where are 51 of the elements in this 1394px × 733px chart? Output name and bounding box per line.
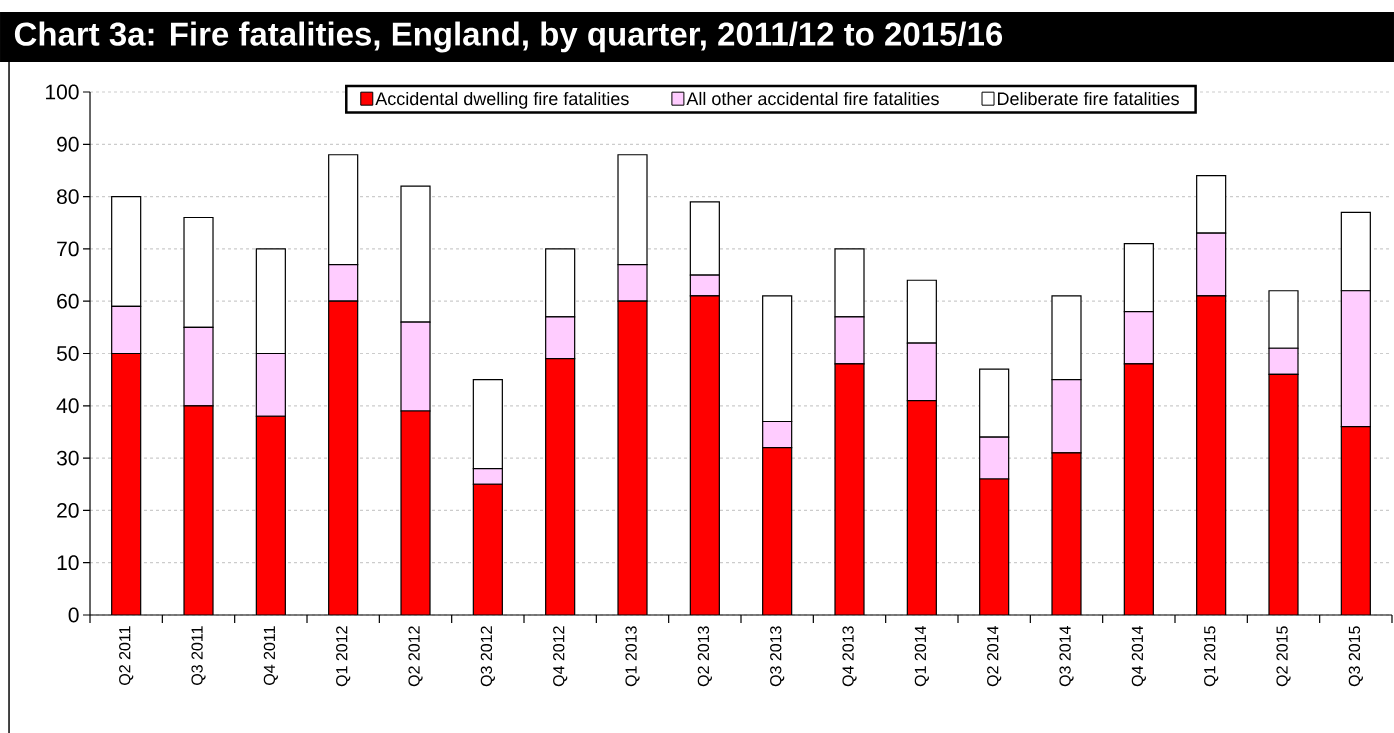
bar — [1124, 363, 1154, 615]
x-tick-label: Q4 2011 — [263, 626, 278, 685]
bar — [690, 295, 720, 615]
chart-title: Chart 3a: Fire fatalities, England, by quarter, 2011/12 to 2015/16 — [14, 21, 1003, 53]
y-tick-label: 80 — [57, 189, 79, 205]
x-tick-label: Q1 2013 — [625, 626, 640, 687]
x-tick-label: Q1 2012 — [336, 626, 351, 687]
y-tick-label: 10 — [57, 555, 79, 571]
y-tick-label: 20 — [57, 502, 79, 518]
y-tick-label: 70 — [57, 241, 79, 257]
x-tick-label: Q4 2014 — [1131, 626, 1146, 687]
bar — [111, 353, 141, 615]
y-tick-label: 50 — [56, 346, 79, 361]
y-tick-label: 0 — [68, 607, 79, 623]
bar — [979, 479, 1009, 615]
bar — [545, 358, 575, 615]
x-tick-label: Q2 2011 — [119, 626, 134, 685]
x-tick-label: Q2 2014 — [987, 626, 1002, 687]
bar — [907, 400, 937, 615]
bar — [1269, 374, 1298, 615]
x-tick-label: Q2 2012 — [408, 626, 423, 687]
bar — [1052, 452, 1081, 615]
x-tick-label: Q3 2011 — [191, 626, 206, 685]
x-tick-label: Q3 2012 — [480, 626, 495, 687]
y-tick-label: 60 — [57, 293, 79, 309]
bar — [328, 301, 358, 615]
x-tick-label: Q4 2012 — [553, 626, 568, 687]
y-tick-label: 40 — [56, 398, 79, 414]
x-tick-label: Q4 2013 — [842, 626, 857, 687]
legend-label: Deliberate fire fatalities — [997, 91, 1179, 106]
x-tick-label: Q3 2013 — [770, 626, 785, 687]
bar — [1340, 426, 1371, 615]
x-tick-label: Q2 2013 — [697, 626, 712, 687]
bar — [618, 301, 648, 615]
bar — [401, 411, 431, 615]
y-tick-label: 30 — [56, 450, 79, 466]
legend-label: Accidental dwelling fire fatalities — [375, 91, 629, 109]
x-tick-label: Q2 2015 — [1276, 626, 1291, 687]
bar — [473, 484, 503, 615]
bar — [184, 405, 214, 615]
legend-label: All other accidental fire fatalities — [686, 91, 939, 106]
y-tick-label: 100 — [46, 84, 79, 100]
bar — [256, 416, 286, 615]
x-tick-label: Q3 2015 — [1348, 626, 1363, 687]
x-tick-label: Q1 2014 — [914, 626, 929, 687]
x-tick-label: Q1 2015 — [1204, 626, 1219, 687]
x-tick-label: Q3 2014 — [1059, 626, 1074, 687]
bar — [835, 363, 864, 615]
bar — [1196, 295, 1226, 615]
bar — [762, 447, 792, 615]
y-tick-label: 90 — [57, 136, 79, 152]
